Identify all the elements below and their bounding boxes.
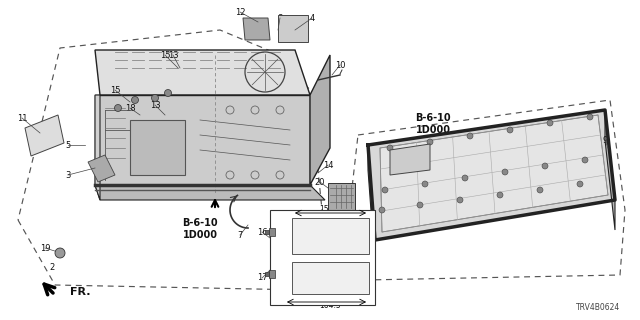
Text: 9: 9 xyxy=(602,135,607,145)
Bar xyxy=(270,210,375,305)
Circle shape xyxy=(502,169,508,175)
Text: 6: 6 xyxy=(339,276,345,284)
Text: B-6-10
1D000: B-6-10 1D000 xyxy=(415,113,451,135)
Circle shape xyxy=(462,175,468,181)
Text: FR.: FR. xyxy=(70,287,90,297)
Circle shape xyxy=(547,120,553,126)
Text: 20: 20 xyxy=(315,178,325,187)
Circle shape xyxy=(422,181,428,187)
Bar xyxy=(269,228,275,236)
Circle shape xyxy=(417,202,423,208)
Circle shape xyxy=(115,105,122,111)
Text: 12: 12 xyxy=(235,7,245,17)
Polygon shape xyxy=(25,115,64,156)
Polygon shape xyxy=(605,110,615,230)
Circle shape xyxy=(537,187,543,193)
Bar xyxy=(292,218,369,254)
Polygon shape xyxy=(95,185,325,200)
Bar xyxy=(269,270,275,278)
Text: 17: 17 xyxy=(257,274,268,283)
Circle shape xyxy=(382,187,388,193)
Text: 5: 5 xyxy=(65,140,70,149)
Circle shape xyxy=(152,94,159,101)
Text: 7: 7 xyxy=(237,230,243,239)
Polygon shape xyxy=(368,110,615,240)
Polygon shape xyxy=(130,120,185,175)
Circle shape xyxy=(349,262,361,274)
Bar xyxy=(265,230,269,234)
Bar xyxy=(292,262,369,294)
Text: 3: 3 xyxy=(65,171,70,180)
Circle shape xyxy=(542,163,548,169)
Polygon shape xyxy=(390,144,430,175)
Polygon shape xyxy=(243,18,270,40)
Text: B-6-10
1D000: B-6-10 1D000 xyxy=(182,218,218,240)
Polygon shape xyxy=(88,155,115,182)
Circle shape xyxy=(164,90,172,97)
Text: 4: 4 xyxy=(309,13,315,22)
Circle shape xyxy=(427,139,433,145)
Circle shape xyxy=(131,97,138,103)
Text: 14: 14 xyxy=(323,161,333,170)
Text: TRV4B0624: TRV4B0624 xyxy=(576,303,620,312)
Text: 13: 13 xyxy=(150,100,160,109)
Text: 9: 9 xyxy=(269,254,275,260)
Polygon shape xyxy=(328,183,355,210)
Circle shape xyxy=(577,181,583,187)
Circle shape xyxy=(55,248,65,258)
Text: 13: 13 xyxy=(168,51,179,60)
Circle shape xyxy=(582,157,588,163)
Circle shape xyxy=(379,207,385,213)
Text: 155.3: 155.3 xyxy=(319,204,341,213)
Polygon shape xyxy=(95,50,310,95)
Polygon shape xyxy=(278,15,308,42)
Polygon shape xyxy=(368,145,375,265)
Text: 8: 8 xyxy=(277,13,283,22)
Circle shape xyxy=(457,197,463,203)
Text: 1: 1 xyxy=(268,270,273,279)
Text: 15: 15 xyxy=(109,85,120,94)
Circle shape xyxy=(587,114,593,120)
Text: 19: 19 xyxy=(303,274,313,283)
Text: 16: 16 xyxy=(257,228,268,236)
Circle shape xyxy=(387,145,393,151)
Bar xyxy=(265,272,269,276)
Circle shape xyxy=(497,192,503,198)
Polygon shape xyxy=(310,55,330,185)
Text: 18: 18 xyxy=(125,103,135,113)
Polygon shape xyxy=(95,95,100,200)
Text: 164.5: 164.5 xyxy=(319,301,341,310)
Text: 11: 11 xyxy=(17,114,28,123)
Polygon shape xyxy=(380,115,608,232)
Circle shape xyxy=(507,127,513,133)
Text: 19: 19 xyxy=(40,244,51,252)
Text: 15: 15 xyxy=(160,51,170,60)
Polygon shape xyxy=(95,95,310,185)
Text: 10: 10 xyxy=(335,60,345,69)
Text: 2: 2 xyxy=(49,263,54,273)
Circle shape xyxy=(467,133,473,139)
